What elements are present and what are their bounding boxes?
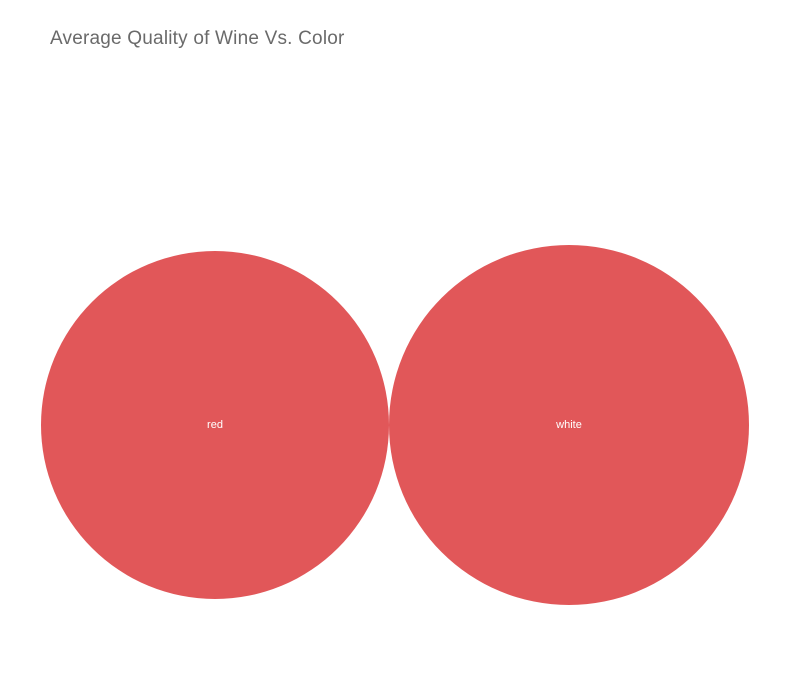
bubble-white-label: white	[556, 419, 582, 431]
chart-canvas: Average Quality of Wine Vs. Color red wh…	[0, 0, 810, 677]
bubble-red[interactable]: red	[41, 251, 389, 599]
chart-title: Average Quality of Wine Vs. Color	[50, 28, 345, 50]
bubble-red-label: red	[207, 419, 223, 431]
bubble-white[interactable]: white	[389, 245, 749, 605]
